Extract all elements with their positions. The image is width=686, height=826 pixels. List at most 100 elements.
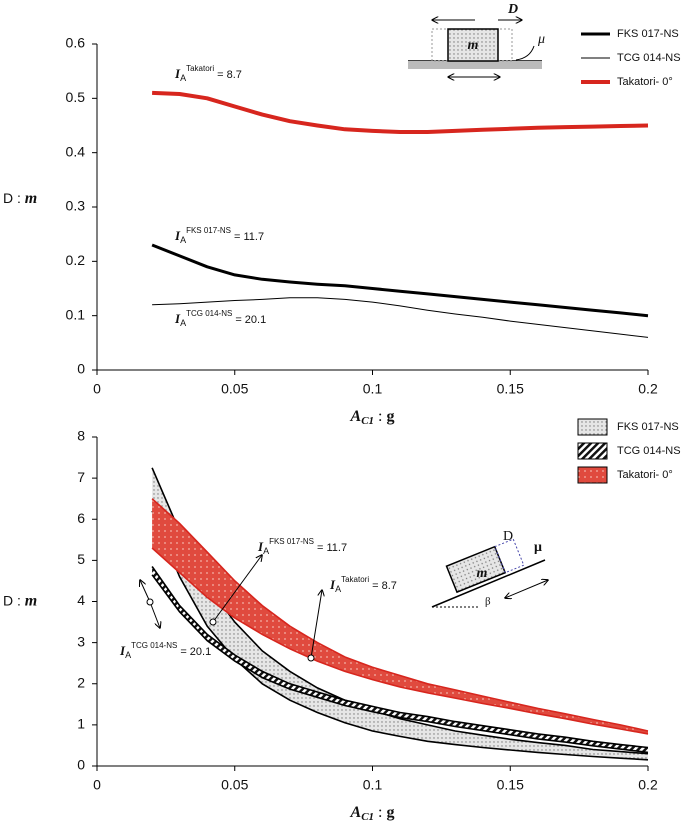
annotation-arrow [149,601,160,628]
x-label-subscript: C1 [361,415,374,427]
annotation-symbol: I [329,577,336,592]
y-tick-label: 0.2 [66,252,86,268]
inset-displacement: D [503,529,513,544]
inset-flat: m D μ [408,2,545,77]
x-label-unit: g [386,804,394,821]
inset-mass: m [477,566,488,581]
y-label-text: D : [3,592,25,608]
x-label-sep: : [374,804,386,821]
annotation-sup: FKS 017-NS [269,537,314,546]
annotation-symbol: I [119,643,126,658]
y-label-unit: m [25,190,37,207]
x-label-symbol: A [350,408,362,425]
x-label-subscript: C1 [361,811,374,823]
x-tick-label: 0.2 [638,777,658,793]
y-tick-label: 5 [77,551,85,567]
band-lower [151,574,649,754]
x-tick-label: 0.1 [363,381,383,397]
annotation: IATCG 014-NS= 20.1 [174,309,266,328]
x-tick-label: 0.1 [363,777,383,793]
x-tick-label: 0.15 [497,381,524,397]
inset-friction: μ [534,540,542,555]
annotation: IAFKS 017-NS= 11.7 [174,226,264,245]
annotation-sub: A [125,650,131,660]
band-upper [151,498,649,732]
y-tick-label: 0.6 [66,35,86,51]
annotation-sub: A [180,318,186,328]
legend-swatch [577,442,608,460]
y-tick-label: 4 [77,592,85,608]
legend-swatch [577,466,608,484]
y-tick-label: 0.3 [66,198,86,214]
series-line [152,90,649,134]
inset-friction: μ [537,32,545,47]
annotation-symbol: I [174,66,181,81]
annotation: IATakatori= 8.7 [174,64,242,83]
legend-label: Takatori- 0° [617,469,673,481]
annotation-sup: Takatori [341,575,369,584]
annotation-text: = 20.1 [235,314,266,326]
y-tick-label: 1 [77,716,85,732]
y-tick-label: 7 [77,469,85,485]
x-label-sep: : [374,408,386,425]
legend-label: Takatori- 0° [617,76,673,88]
annotation-symbol: I [257,539,264,554]
band-fill [152,467,648,760]
x-axis-label: AC1 : g [350,804,395,823]
annotation-arrow [310,590,322,659]
series-line [151,243,649,318]
y-axis-label: D : m [3,592,37,609]
band-upper [151,467,649,755]
legend-label: TCG 014-NS [617,445,681,457]
x-label-unit: g [386,408,394,425]
annotation-text: = 8.7 [217,69,242,81]
legend-swatch [577,418,608,436]
annotation-sup: TCG 014-NS [186,309,232,318]
legend-label: TCG 014-NS [617,52,681,64]
x-tick-label: 0.2 [638,381,658,397]
x-tick-label: 0 [93,777,101,793]
annotation-text: = 8.7 [372,580,397,592]
y-tick-label: 0 [77,757,85,773]
y-tick-label: 0.4 [66,143,86,159]
x-tick-label: 0.05 [221,777,248,793]
x-tick-label: 0.15 [497,777,524,793]
annotation-sup: FKS 017-NS [186,226,231,235]
y-tick-label: 0.5 [66,89,86,105]
legend-label: FKS 017-NS [617,28,679,40]
y-tick-label: 6 [77,510,85,526]
annotation-arrow [212,555,262,623]
x-axis-label: AC1 : g [350,408,395,427]
annotation-sub: A [263,546,269,556]
annotation: IAFKS 017-NS= 11.7 [257,537,347,556]
band-lower [151,547,649,735]
annotation-text: = 11.7 [234,231,264,243]
y-tick-label: 0 [77,361,85,377]
annotation-symbol: I [174,311,181,326]
annotation-sub: A [180,235,186,245]
annotation-sub: A [335,584,341,594]
annotation-arrow [140,580,151,603]
annotation-point [146,598,154,606]
inset-mass: m [468,38,479,53]
annotation: IATCG 014-NS= 20.1 [119,641,211,660]
x-label-symbol: A [350,804,362,821]
x-tick-label: 0 [93,381,101,397]
y-label-text: D : [3,190,25,206]
annotation-sup: TCG 014-NS [131,641,177,650]
annotation: IATakatori= 8.7 [329,575,397,594]
series-line [152,297,649,338]
annotation-sub: A [180,73,186,83]
inset-angle: β [485,596,491,608]
y-tick-label: 8 [77,428,85,444]
annotation-sup: Takatori [186,64,214,73]
y-tick-label: 2 [77,674,85,690]
annotation-point [209,618,217,626]
inset-slope: m D μ β [431,529,548,608]
annotation-symbol: I [174,228,181,243]
inset-displacement: D [507,2,518,17]
y-tick-label: 3 [77,633,85,649]
band-fill [152,566,648,753]
y-axis-label: D : m [3,190,37,207]
